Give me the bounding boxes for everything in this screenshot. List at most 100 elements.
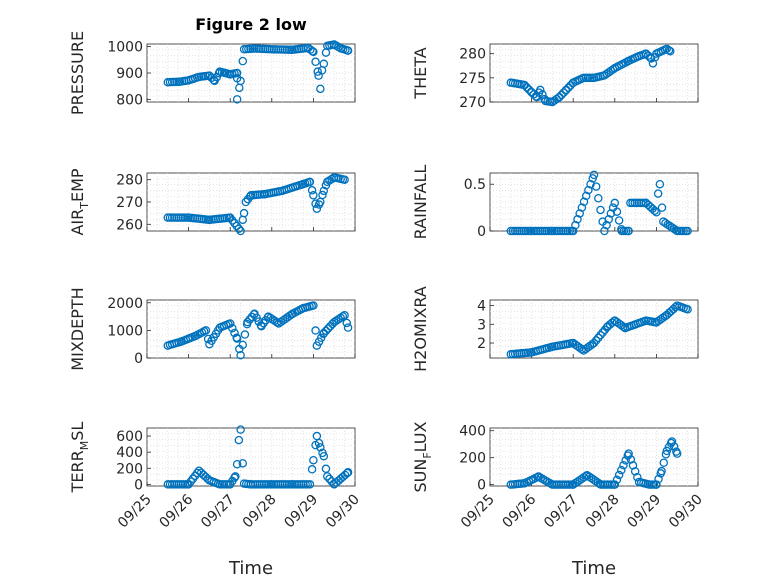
y-tick-label: 200 <box>116 461 143 477</box>
data-point <box>600 226 609 236</box>
data-point <box>307 186 317 195</box>
data-point <box>575 209 584 218</box>
data-point <box>522 83 532 92</box>
x-tick-label: 09/28 <box>240 492 280 532</box>
data-point <box>323 472 332 481</box>
y-tick-label: 900 <box>116 66 143 82</box>
data-point <box>343 46 353 55</box>
y-tick-label: 400 <box>116 445 143 461</box>
panel-rainfall: 0 0.5 RAINFALL <box>411 165 699 240</box>
data-point <box>338 312 348 321</box>
data-point <box>236 350 245 360</box>
data-point <box>659 458 669 467</box>
y-tick-label: 275 <box>459 71 486 87</box>
data-point <box>664 46 674 55</box>
data-point <box>230 473 239 482</box>
data-point <box>536 85 545 95</box>
y-tick-label: 0 <box>477 478 486 494</box>
data-point <box>606 209 616 218</box>
data-point <box>228 323 237 333</box>
x-tick-label: 09/26 <box>500 491 540 531</box>
data-point <box>238 340 248 350</box>
data-point <box>614 470 624 480</box>
data-point <box>614 216 624 225</box>
data-point <box>564 83 573 92</box>
data-point <box>201 326 211 335</box>
data-point <box>238 459 248 468</box>
data-point <box>557 90 566 100</box>
x-axis-label-left: Time <box>228 558 273 579</box>
data-point <box>555 92 564 102</box>
data-point <box>612 475 622 485</box>
data-point <box>343 323 353 332</box>
data-point <box>266 313 275 323</box>
data-point <box>584 185 593 195</box>
data-point <box>316 84 325 94</box>
data-point <box>683 305 692 314</box>
panel-h2omixra: 2 3 4 H2OMIXRA <box>411 286 699 372</box>
data-point <box>236 425 245 434</box>
data-point <box>236 76 245 86</box>
data-point <box>579 197 589 207</box>
y-tick-label: 280 <box>116 173 143 189</box>
data-point <box>591 336 601 345</box>
data-point <box>340 310 349 320</box>
data-point <box>604 215 613 224</box>
data-point <box>586 179 595 189</box>
y-tick-label: 3 <box>477 317 486 333</box>
data-point <box>311 326 320 335</box>
y-tick-label: 600 <box>116 429 143 445</box>
y-tick-label: 200 <box>459 451 486 467</box>
x-tick-label: 09/28 <box>583 492 623 532</box>
data-point <box>232 334 242 343</box>
data-point <box>319 186 329 196</box>
data-point <box>619 322 628 332</box>
y-tick-label: 260 <box>116 217 143 233</box>
data-point <box>596 205 605 215</box>
data-point <box>232 95 242 104</box>
x-tick-label: 09/30 <box>666 492 706 532</box>
data-point <box>650 206 659 215</box>
data-point <box>305 177 315 187</box>
data-point <box>672 449 682 458</box>
data-point <box>316 443 325 452</box>
figure-title: Figure 2 low <box>195 15 307 34</box>
data-point <box>573 215 582 224</box>
panel-mixdepth: 0 1000 2000 MIXDEPTH <box>68 287 356 371</box>
data-point <box>309 455 318 465</box>
data-point <box>272 318 282 327</box>
data-point <box>594 194 603 203</box>
y-tick-label: 0.5 <box>464 177 486 193</box>
data-point <box>571 220 580 230</box>
data-point <box>319 451 329 461</box>
x-tick-label: 09/27 <box>198 492 238 532</box>
data-point <box>596 330 605 340</box>
data-point <box>610 198 620 208</box>
data-point <box>624 226 633 236</box>
data-point <box>652 208 661 217</box>
data-point <box>598 328 607 337</box>
data-point <box>657 466 666 476</box>
data-point <box>617 465 626 475</box>
data-point <box>321 326 331 336</box>
x-tick-label: 09/30 <box>323 492 363 532</box>
data-point <box>559 88 568 97</box>
data-point <box>225 319 235 328</box>
data-point <box>619 461 628 470</box>
data-point <box>612 207 622 216</box>
data-point <box>653 189 663 198</box>
data-point <box>319 59 329 69</box>
data-point <box>309 191 318 200</box>
y-tick-label: 400 <box>459 424 486 440</box>
x-tick-label: 09/29 <box>281 492 321 532</box>
data-point <box>654 474 663 484</box>
panel-sun-flux: 0 200 400 09/25 09/26 09/27 09/28 09/29 09/30 SUN… <box>411 421 706 531</box>
data-point <box>343 468 353 477</box>
y-tick-label: 0 <box>477 224 486 240</box>
y-tick-label: 1000 <box>107 323 143 339</box>
data-point <box>646 54 656 63</box>
data-point <box>657 203 667 212</box>
data-point <box>319 328 329 338</box>
data-point <box>312 204 322 213</box>
